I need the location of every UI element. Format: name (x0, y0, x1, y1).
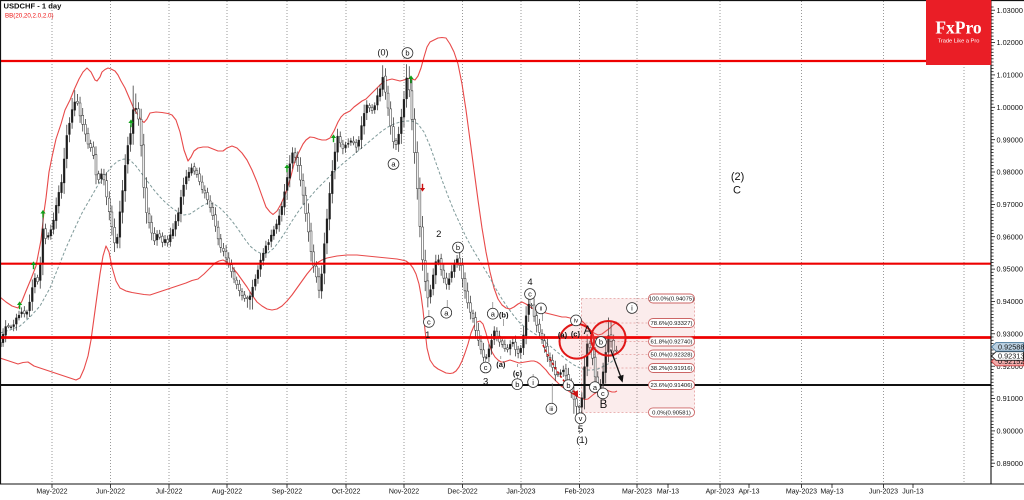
svg-text:Apr-13: Apr-13 (738, 489, 759, 496)
svg-text:0.94000: 0.94000 (997, 297, 1023, 306)
svg-text:iv: iv (574, 319, 578, 325)
svg-text:23.6%(0.91406): 23.6%(0.91406) (651, 383, 693, 389)
svg-text:FxPro: FxPro (935, 18, 982, 38)
svg-text:2: 2 (436, 229, 441, 240)
svg-text:b: b (599, 338, 603, 347)
svg-text:B: B (600, 399, 608, 411)
svg-text:0.91000: 0.91000 (997, 394, 1023, 403)
svg-text:b: b (456, 243, 460, 252)
svg-text:a: a (593, 383, 598, 392)
svg-text:50.0%(0.92328): 50.0%(0.92328) (651, 353, 693, 359)
svg-text:0.0%(0.90581): 0.0%(0.90581) (652, 411, 691, 417)
svg-text:(c): (c) (571, 329, 581, 338)
svg-text:0.92313: 0.92313 (998, 352, 1024, 361)
svg-text:May-13: May-13 (820, 489, 843, 496)
svg-text:Jun-13: Jun-13 (902, 489, 924, 496)
svg-text:78.6%(0.93327): 78.6%(0.93327) (651, 321, 693, 327)
svg-text:iii: iii (549, 407, 553, 413)
svg-text:c: c (484, 363, 488, 372)
svg-text:v: v (579, 414, 583, 423)
svg-text:Aug-2022: Aug-2022 (212, 489, 242, 496)
svg-text:May-2023: May-2023 (786, 489, 817, 496)
svg-text:c: c (601, 389, 605, 398)
svg-text:Apr-2023: Apr-2023 (706, 489, 735, 496)
svg-text:5: 5 (578, 425, 584, 436)
svg-text:BB(20,20,2.0,2.0): BB(20,20,2.0,2.0) (5, 13, 54, 20)
svg-text:(1): (1) (576, 435, 588, 446)
svg-text:(c): (c) (513, 369, 523, 378)
svg-text:i: i (631, 304, 633, 313)
svg-text:Mar-2023: Mar-2023 (622, 489, 652, 496)
svg-text:38.2%(0.91916): 38.2%(0.91916) (651, 366, 693, 372)
svg-text:0.95000: 0.95000 (997, 265, 1023, 274)
svg-text:Trade Like a Pro: Trade Like a Pro (938, 39, 980, 45)
svg-text:Mar-13: Mar-13 (657, 489, 679, 496)
svg-text:Dec-2022: Dec-2022 (447, 489, 477, 496)
svg-text:4: 4 (527, 277, 532, 288)
svg-text:May-2022: May-2022 (36, 489, 67, 496)
svg-text:a: a (444, 308, 449, 317)
svg-text:c: c (528, 290, 532, 299)
svg-text:Oct-2022: Oct-2022 (332, 489, 361, 496)
svg-text:(a): (a) (558, 330, 568, 339)
svg-text:0.97000: 0.97000 (997, 200, 1023, 209)
svg-text:b: b (566, 381, 570, 390)
svg-text:(0): (0) (378, 48, 389, 58)
svg-text:1: 1 (425, 330, 430, 341)
svg-text:(a): (a) (496, 360, 506, 369)
svg-text:Jun-2022: Jun-2022 (96, 489, 125, 496)
svg-text:Sep-2022: Sep-2022 (272, 489, 302, 496)
svg-text:C: C (733, 185, 741, 197)
svg-text:Jan-2023: Jan-2023 (506, 489, 535, 496)
svg-text:0.92588: 0.92588 (998, 343, 1024, 352)
svg-text:c: c (427, 318, 431, 327)
svg-text:0.92152: 0.92152 (998, 357, 1024, 366)
svg-text:0.92000: 0.92000 (997, 362, 1023, 371)
svg-text:i: i (532, 378, 534, 387)
svg-text:Jun-2023: Jun-2023 (869, 489, 898, 496)
svg-text:(2): (2) (731, 171, 744, 183)
svg-text:ii: ii (540, 307, 543, 313)
svg-text:0.90000: 0.90000 (997, 427, 1023, 436)
svg-text:0.99000: 0.99000 (997, 135, 1023, 144)
svg-text:b: b (405, 49, 409, 58)
svg-text:0.93000: 0.93000 (997, 329, 1023, 338)
svg-text:a: a (491, 309, 496, 318)
svg-text:USDCHF - 1 day: USDCHF - 1 day (4, 2, 63, 11)
svg-text:0.98000: 0.98000 (997, 168, 1023, 177)
svg-text:0.96000: 0.96000 (997, 232, 1023, 241)
svg-text:3: 3 (483, 376, 488, 387)
svg-text:1.00000: 1.00000 (997, 103, 1023, 112)
svg-text:Nov-2022: Nov-2022 (389, 489, 419, 496)
svg-text:A: A (584, 325, 592, 337)
svg-text:61.8%(0.92740): 61.8%(0.92740) (651, 340, 693, 346)
svg-text:b: b (515, 380, 519, 389)
svg-text:100.0%(0.94075): 100.0%(0.94075) (649, 297, 694, 303)
svg-text:a: a (391, 160, 396, 169)
svg-text:Feb-2023: Feb-2023 (565, 489, 595, 496)
svg-text:Jul-2022: Jul-2022 (156, 489, 183, 496)
svg-text:1.01000: 1.01000 (997, 71, 1023, 80)
svg-text:0.89000: 0.89000 (997, 459, 1023, 468)
svg-text:1.02000: 1.02000 (997, 38, 1023, 47)
svg-text:1.03000: 1.03000 (997, 6, 1023, 15)
svg-text:(b): (b) (499, 310, 509, 319)
